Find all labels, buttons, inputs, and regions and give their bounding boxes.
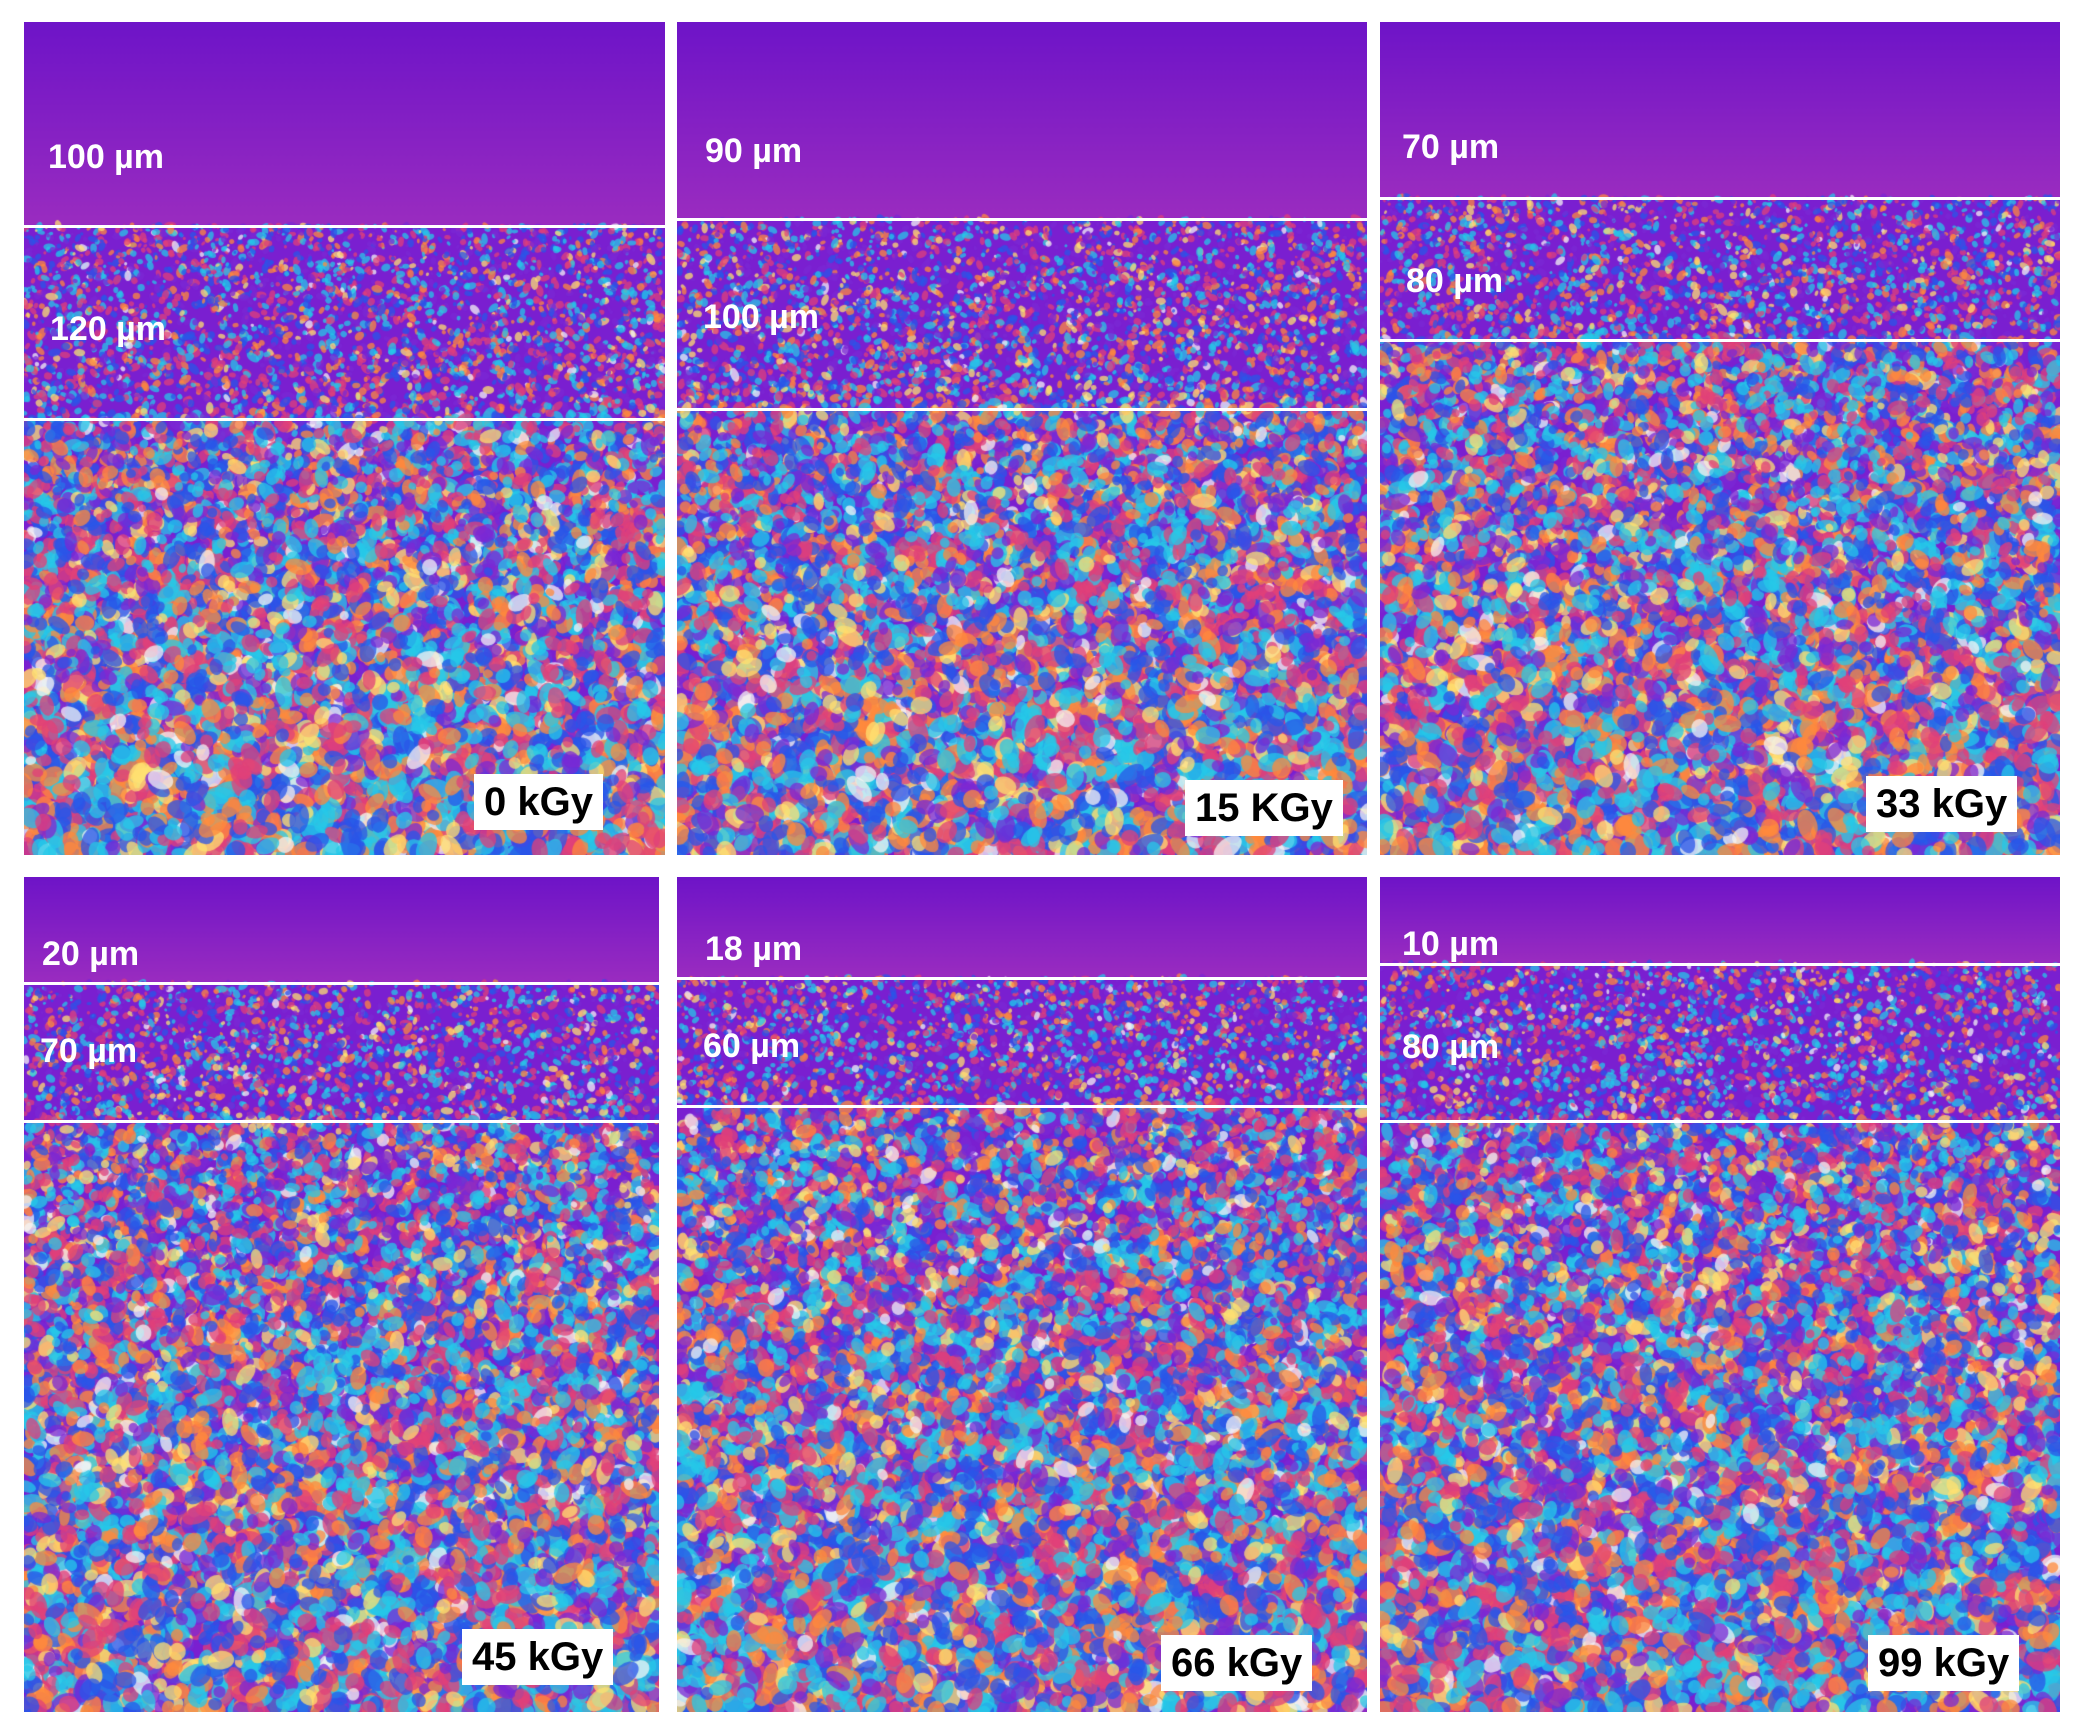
layer-boundary-line <box>1380 197 2060 200</box>
dose-label: 66 kGy <box>1161 1635 1313 1691</box>
layer-boundary-line <box>24 225 665 228</box>
layer-boundary-line <box>677 1105 1367 1108</box>
surface-layer-thickness-label: 20 µm <box>42 935 140 973</box>
layer-boundary-line <box>677 218 1367 221</box>
dose-label: 99 kGy <box>1868 1635 2020 1691</box>
micrograph-image <box>24 877 659 1712</box>
dose-label: 0 kGy <box>474 774 603 830</box>
surface-layer-thickness-label: 100 µm <box>48 138 164 176</box>
layer-boundary-line <box>1380 339 2060 342</box>
surface-layer-thickness-label: 10 µm <box>1402 925 1500 963</box>
dose-label: 33 kGy <box>1866 776 2018 832</box>
sublayer-thickness-label: 60 µm <box>703 1027 801 1065</box>
micrograph-image <box>677 22 1367 855</box>
surface-layer-thickness-label: 18 µm <box>705 930 803 968</box>
micrograph-panel-15kgy: 90 µm 100 µm 15 KGy <box>677 22 1367 855</box>
sublayer-thickness-label: 100 µm <box>703 298 819 336</box>
sublayer-thickness-label: 70 µm <box>40 1032 138 1070</box>
layer-boundary-line <box>1380 963 2060 966</box>
sublayer-thickness-label: 80 µm <box>1402 1028 1500 1066</box>
micrograph-image <box>677 877 1367 1712</box>
micrograph-image <box>1380 22 2060 855</box>
sublayer-thickness-label: 80 µm <box>1406 262 1504 300</box>
dose-label: 15 KGy <box>1185 780 1343 836</box>
micrograph-panel-45kgy: 20 µm 70 µm 45 kGy <box>24 877 659 1712</box>
sublayer-thickness-label: 120 µm <box>50 310 166 348</box>
surface-layer-thickness-label: 90 µm <box>705 132 803 170</box>
dose-label: 45 kGy <box>462 1629 614 1685</box>
layer-boundary-line <box>24 982 659 985</box>
layer-boundary-line <box>1380 1120 2060 1123</box>
micrograph-image <box>1380 877 2060 1712</box>
micrograph-panel-66kgy: 18 µm 60 µm 66 kGy <box>677 877 1367 1712</box>
layer-boundary-line <box>677 408 1367 411</box>
layer-boundary-line <box>24 1120 659 1123</box>
surface-layer-thickness-label: 70 µm <box>1402 128 1500 166</box>
micrograph-panel-99kgy: 10 µm 80 µm 99 kGy <box>1380 877 2060 1712</box>
layer-boundary-line <box>24 418 665 421</box>
layer-boundary-line <box>677 977 1367 980</box>
micrograph-image <box>24 22 665 855</box>
micrograph-panel-0kgy: 100 µm 120 µm 0 kGy <box>24 22 665 855</box>
micrograph-panel-33kgy: 70 µm 80 µm 33 kGy <box>1380 22 2060 855</box>
